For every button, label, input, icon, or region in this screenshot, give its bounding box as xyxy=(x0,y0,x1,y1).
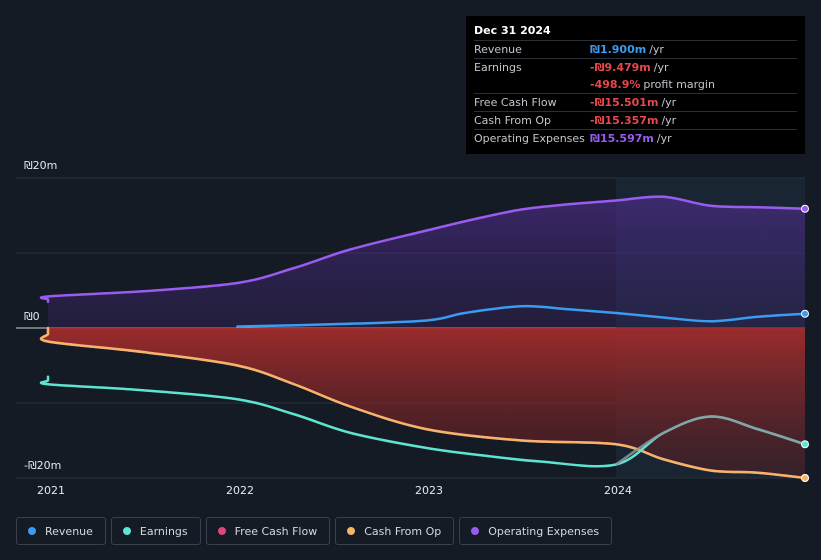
tooltip-value: -498.9% xyxy=(590,78,641,91)
cash-from-op-area xyxy=(40,328,805,478)
legend-label: Operating Expenses xyxy=(488,524,600,538)
x-tick-label-2023: 2023 xyxy=(415,484,443,497)
tooltip-label: Revenue xyxy=(474,43,522,56)
y-tick-label-zero: ₪0 xyxy=(24,310,40,323)
tooltip-unit: /yr xyxy=(661,114,677,127)
tooltip-row-earnings: Earnings -₪9.479m /yr xyxy=(474,58,797,76)
operating-expenses-dot-icon xyxy=(471,527,480,535)
tooltip-value: -₪15.501m xyxy=(590,96,659,109)
tooltip-unit: /yr xyxy=(653,61,669,74)
tooltip-value: ₪15.597m xyxy=(590,132,654,145)
tooltip-value: -₪15.357m xyxy=(590,114,659,127)
legend-item-cash-from-op[interactable]: Cash From Op xyxy=(335,517,455,545)
tooltip-date: Dec 31 2024 xyxy=(474,24,551,37)
tooltip-label: Earnings xyxy=(474,61,522,74)
operating-expenses-line xyxy=(39,195,807,303)
tooltip-label: Operating Expenses xyxy=(474,132,585,145)
legend-label: Revenue xyxy=(45,524,93,538)
earnings-end-point xyxy=(801,440,809,449)
cash-from-op-end-point xyxy=(801,474,809,482)
revenue-line xyxy=(236,304,807,328)
tooltip-row-cash-from-op: Cash From Op -₪15.357m /yr xyxy=(474,111,797,129)
legend-item-earnings[interactable]: Earnings xyxy=(110,517,201,545)
operating-expenses-area xyxy=(40,196,805,328)
earnings-line-forecast xyxy=(615,415,806,466)
earnings-dot-icon xyxy=(122,527,131,535)
legend-item-revenue[interactable]: Revenue xyxy=(16,517,106,545)
tooltip-unit: profit margin xyxy=(643,78,715,91)
x-tick-label-2022: 2022 xyxy=(226,484,254,497)
legend-label: Cash From Op xyxy=(364,524,442,538)
tooltip-unit: /yr xyxy=(649,43,664,56)
free-cash-flow-dot-icon xyxy=(217,527,226,535)
x-tick-label-2021: 2021 xyxy=(37,484,65,497)
tooltip-row-free-cash-flow: Free Cash Flow -₪15.501m /yr xyxy=(474,93,797,111)
tooltip-label: Cash From Op xyxy=(474,114,552,127)
y-tick-label-top: ₪20m xyxy=(24,159,58,172)
tooltip-unit: /yr xyxy=(661,96,677,109)
chart-legend: Revenue Earnings Free Cash Flow Cash Fro… xyxy=(16,517,613,545)
tooltip-value: ₪1.900m xyxy=(590,43,647,56)
legend-label: Free Cash Flow xyxy=(234,524,318,538)
x-tick-label-2024: 2024 xyxy=(604,484,632,497)
operating-expenses-end-point xyxy=(801,204,809,213)
legend-label: Earnings xyxy=(139,524,188,538)
legend-item-operating-expenses[interactable]: Operating Expenses xyxy=(459,517,613,545)
cash-from-op-line xyxy=(39,326,807,480)
revenue-dot-icon xyxy=(28,527,36,535)
legend-item-free-cash-flow[interactable]: Free Cash Flow xyxy=(205,517,331,545)
tooltip-value: -₪9.479m xyxy=(590,61,651,74)
cash-from-op-dot-icon xyxy=(347,527,356,535)
tooltip-row-profit-margin: -498.9% profit margin xyxy=(474,76,797,93)
tooltip-row-operating-expenses: Operating Expenses ₪15.597m /yr xyxy=(474,129,797,147)
tooltip-unit: /yr xyxy=(656,132,672,145)
data-tooltip: Dec 31 2024 Revenue ₪1.900m /yr Earnings… xyxy=(466,16,805,154)
tooltip-label xyxy=(474,76,590,93)
revenue-end-point xyxy=(801,309,809,318)
y-tick-label-bottom: -₪20m xyxy=(24,459,62,472)
tooltip-label: Free Cash Flow xyxy=(474,96,557,109)
tooltip-row-revenue: Revenue ₪1.900m /yr xyxy=(474,40,797,58)
